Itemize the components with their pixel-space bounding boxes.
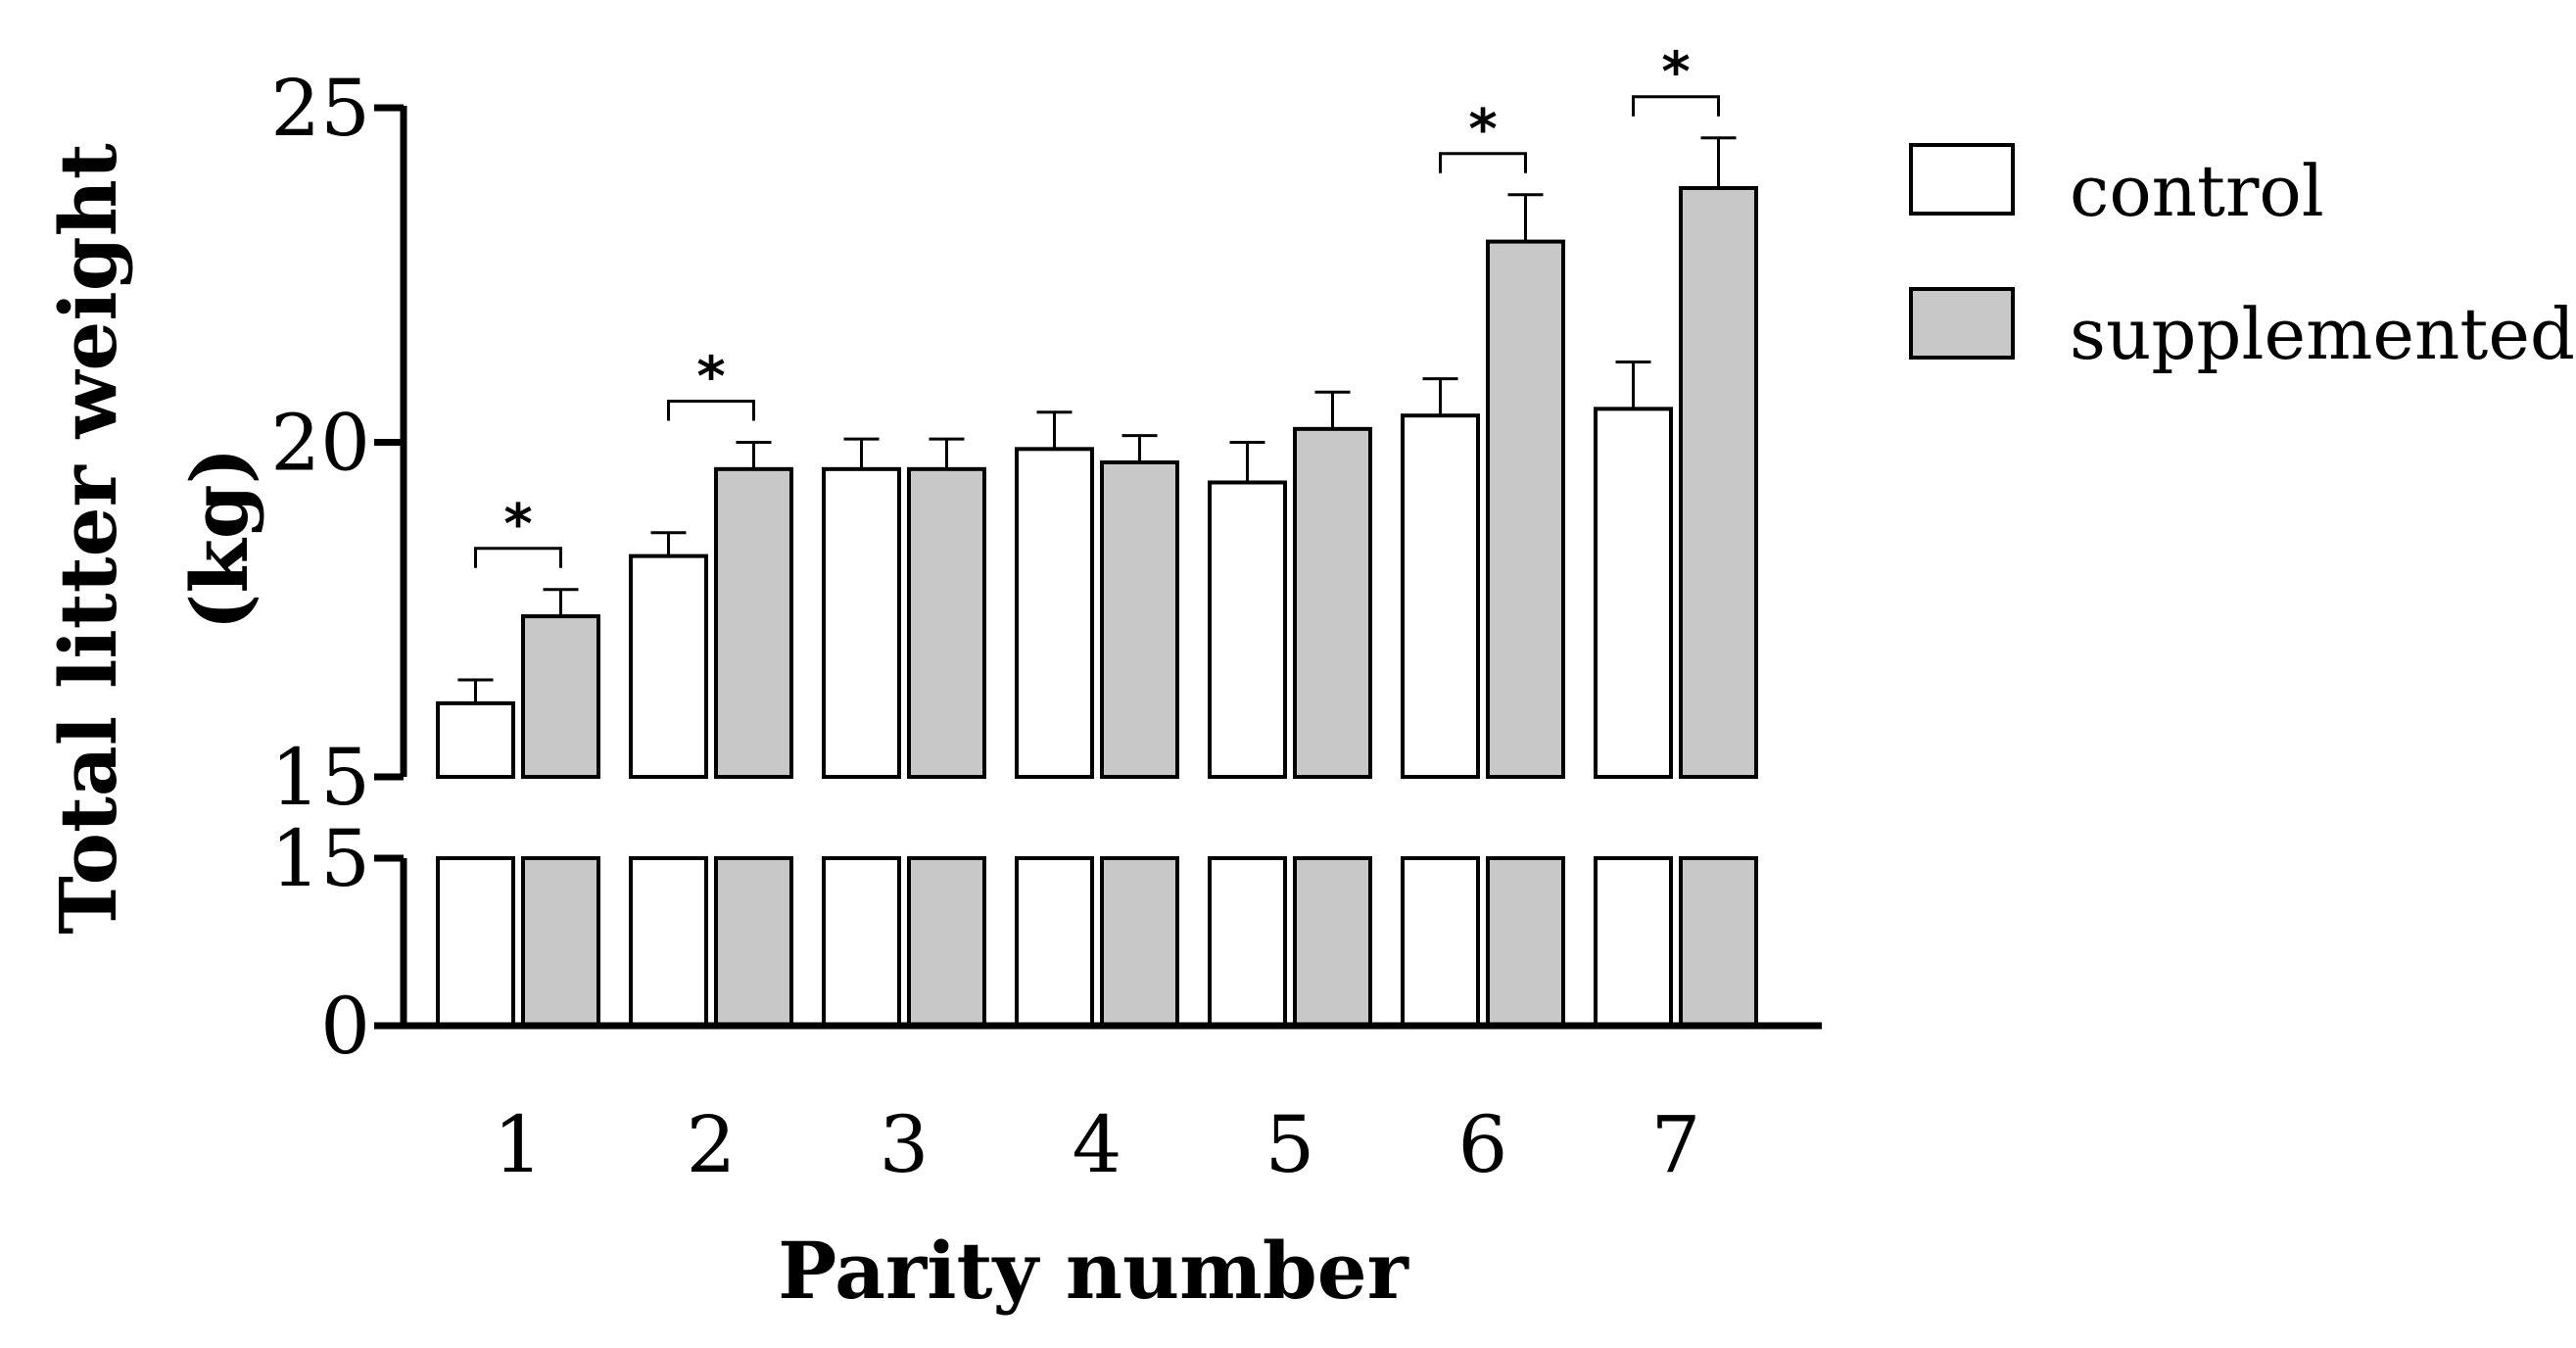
bar-control-6-upper — [1401, 413, 1480, 779]
bar-control-5-lower — [1208, 856, 1287, 1028]
bar-control-3-lower — [822, 856, 901, 1028]
significance-bracket-7 — [1632, 95, 1720, 117]
x-tick-label-5: 5 — [1265, 1099, 1315, 1190]
bar-control-1-lower — [436, 856, 515, 1028]
bar-control-4-lower — [1015, 856, 1094, 1028]
bar-supplemented-3-lower — [907, 856, 986, 1028]
y-tick-label-lower-0: 0 — [320, 981, 370, 1072]
bar-supplemented-6-lower — [1486, 856, 1565, 1028]
significance-star-7: * — [1661, 41, 1690, 105]
y-axis-title-line-1: Total litter weight — [42, 143, 134, 935]
bar-control-7-upper — [1594, 407, 1673, 779]
bar-control-6-lower — [1401, 856, 1480, 1028]
significance-bracket-2 — [667, 400, 755, 421]
x-tick-label-6: 6 — [1458, 1099, 1508, 1190]
legend-label-control: control — [2070, 150, 2324, 232]
bar-control-7-lower — [1594, 856, 1673, 1028]
legend-swatch-control — [1909, 143, 2015, 216]
x-tick-label-7: 7 — [1651, 1099, 1701, 1190]
bar-supplemented-4-upper — [1100, 459, 1179, 779]
bars-layer — [436, 95, 1758, 1028]
significance-star-2: * — [696, 346, 725, 409]
bar-supplemented-7-upper — [1679, 185, 1758, 779]
significance-bracket-6 — [1439, 152, 1527, 173]
bar-control-3-upper — [822, 466, 901, 779]
legend-swatch-supplemented — [1909, 287, 2015, 360]
x-tick-label-3: 3 — [880, 1099, 930, 1190]
significance-bracket-1 — [474, 547, 562, 568]
bar-supplemented-1-lower — [521, 856, 600, 1028]
bar-supplemented-4-lower — [1100, 856, 1179, 1028]
bar-control-2-lower — [629, 856, 708, 1028]
bar-control-2-upper — [629, 554, 708, 779]
y-tick-label-upper-20: 20 — [270, 398, 370, 489]
bar-supplemented-5-upper — [1293, 426, 1372, 779]
legend-label-supplemented: supplemented — [2070, 293, 2575, 375]
bar-supplemented-6-upper — [1486, 239, 1565, 780]
bar-supplemented-3-upper — [907, 466, 986, 779]
y-tick-label-upper-25: 25 — [270, 63, 370, 154]
bar-control-4-upper — [1015, 447, 1094, 779]
significance-star-6: * — [1468, 98, 1497, 162]
bar-supplemented-7-lower — [1679, 856, 1758, 1028]
bar-supplemented-2-upper — [714, 466, 793, 779]
bar-supplemented-1-upper — [521, 614, 600, 780]
axes-layer — [374, 104, 1822, 1030]
significance-star-1: * — [503, 493, 532, 556]
y-tick-label-lower-15: 15 — [270, 813, 370, 904]
y-tick-label-upper-15: 15 — [270, 732, 370, 823]
x-tick-label-4: 4 — [1073, 1099, 1122, 1190]
y-axis-title: Total litter weight (kg) — [42, 143, 265, 935]
legend: control supplemented — [1909, 143, 2575, 375]
bar-supplemented-2-lower — [714, 856, 793, 1028]
y-axis-title-line-2: (kg) — [173, 447, 265, 630]
x-tick-label-1: 1 — [494, 1099, 544, 1190]
bar-supplemented-5-lower — [1293, 856, 1372, 1028]
bar-control-5-upper — [1208, 480, 1287, 779]
x-tick-label-2: 2 — [687, 1099, 737, 1190]
x-axis-title: Parity number — [778, 1225, 1408, 1317]
bar-control-1-upper — [436, 700, 515, 779]
